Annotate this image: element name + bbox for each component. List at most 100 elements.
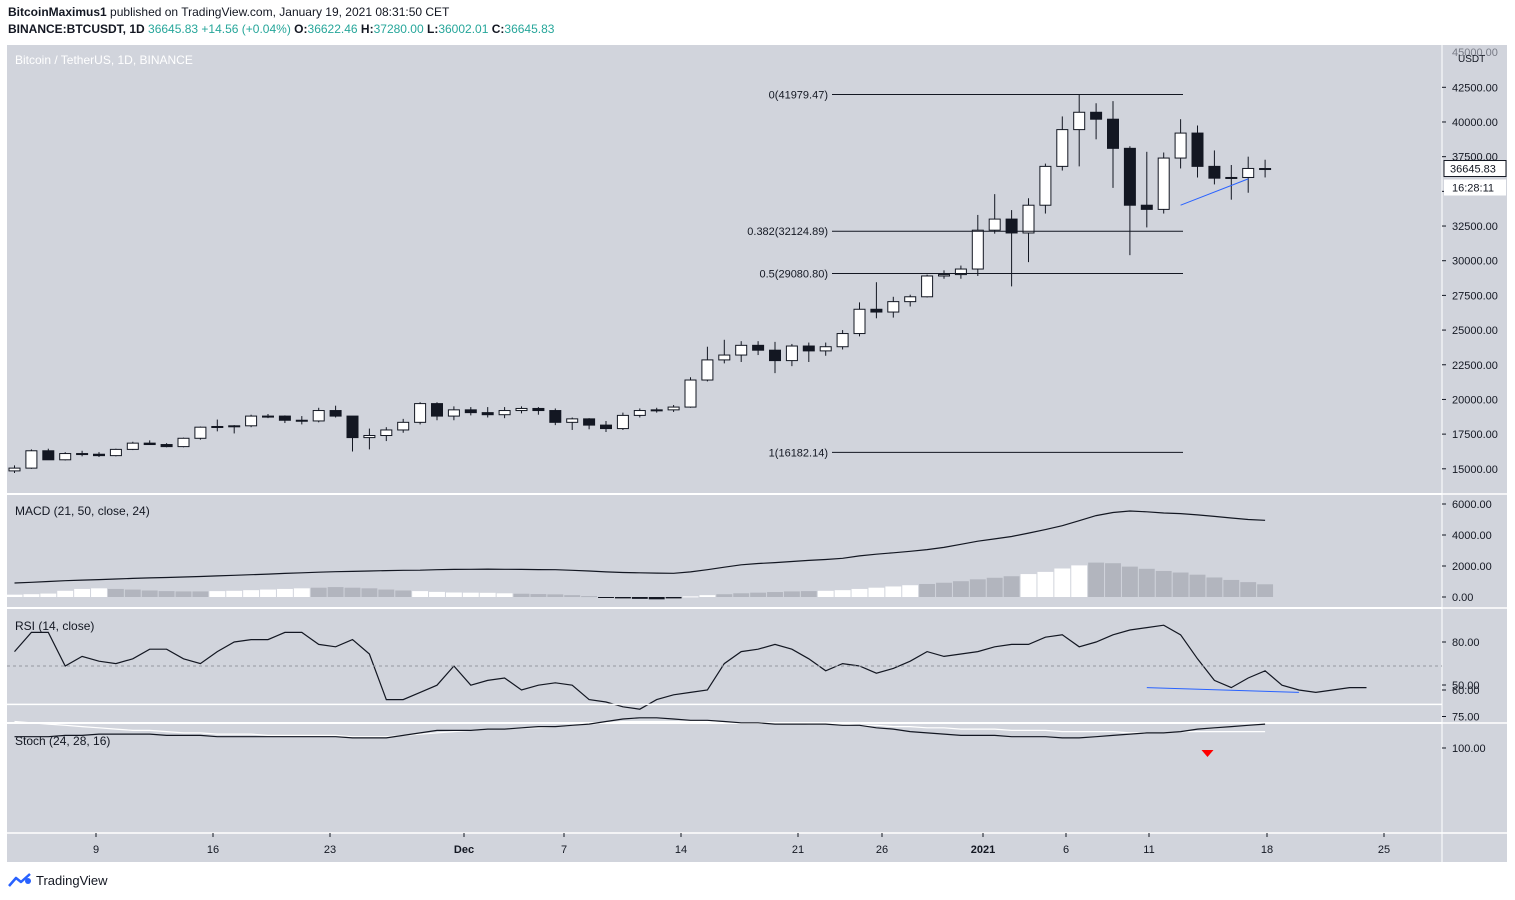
macd-histogram-bar: [614, 597, 631, 599]
macd-histogram-bar: [192, 591, 209, 597]
macd-histogram-bar: [1257, 584, 1274, 597]
published-text: published on TradingView.com, January 19…: [110, 5, 450, 19]
candle-body: [431, 403, 443, 417]
macd-histogram-bar: [598, 597, 614, 598]
ohlc-line: BINANCE:BTCUSDT, 1D 36645.83 +14.56 (+0.…: [8, 22, 554, 36]
candle-body: [380, 429, 393, 437]
candle-body: [650, 409, 663, 412]
last-price-label: 36645.83: [1450, 164, 1496, 176]
candle-body: [160, 444, 173, 448]
footer-brand[interactable]: TradingView: [36, 872, 108, 888]
candle-body: [701, 359, 714, 381]
macd-histogram-bar: [412, 591, 429, 597]
candle-body: [988, 218, 1001, 231]
high-value: 37280.00: [373, 22, 424, 36]
macd-histogram-bar: [344, 587, 361, 597]
macd-histogram-bar: [57, 590, 74, 597]
candle-body: [211, 425, 224, 428]
macd-histogram-bar: [479, 592, 496, 597]
candle-body: [633, 410, 646, 416]
macd-histogram-bar: [986, 577, 1003, 597]
macd-histogram-bar: [581, 596, 598, 598]
macd-histogram-bar: [513, 593, 530, 597]
macd-histogram-bar: [260, 589, 276, 597]
macd-histogram-bar: [1189, 574, 1206, 597]
time-axis-area: [7, 833, 1507, 862]
candle-body: [397, 421, 410, 431]
author-name[interactable]: BitcoinMaximus1: [8, 5, 107, 19]
macd-histogram-bar: [1240, 582, 1257, 597]
macd-histogram-bar: [564, 595, 581, 597]
macd-tick-label: 6000.00: [1452, 499, 1492, 511]
macd-histogram-bar: [1054, 568, 1071, 597]
macd-histogram-bar: [885, 586, 902, 597]
macd-histogram-bar: [175, 591, 192, 597]
candle-body: [1056, 129, 1069, 167]
price-panel: [7, 45, 1442, 493]
macd-histogram-bar: [310, 587, 327, 597]
macd-histogram-bar: [868, 587, 885, 597]
time-tick-label: 11: [1143, 844, 1154, 856]
price-change: +14.56 (+0.04%): [201, 22, 291, 36]
macd-histogram-bar: [395, 590, 412, 597]
macd-tick-label: 4000.00: [1452, 530, 1492, 542]
candle-body: [1157, 157, 1170, 210]
macd-histogram-bar: [1088, 562, 1105, 597]
candle-body: [42, 450, 55, 461]
candle-body: [954, 268, 967, 276]
rsi-tick-label: 80.00: [1452, 637, 1480, 649]
macd-histogram-bar: [969, 579, 986, 597]
rsi-line: [14, 624, 1367, 710]
fib-level-label: 0.382(32124.89): [747, 226, 828, 238]
candle-body: [498, 410, 511, 416]
macd-histogram-bar: [1223, 579, 1240, 597]
candle-body: [262, 415, 274, 418]
high-label: H:: [360, 22, 374, 36]
macd-label: MACD (21, 50, close, 24): [15, 504, 150, 518]
macd-histogram-bar: [902, 585, 919, 597]
candle-body: [1073, 111, 1086, 131]
tradingview-logo-icon: [8, 873, 31, 887]
candle-body: [8, 467, 21, 472]
macd-histogram-bar: [817, 590, 834, 597]
candle-body: [938, 274, 950, 277]
rsi-tick-label: 60.00: [1452, 685, 1480, 697]
candle-body: [93, 453, 105, 457]
time-tick-label: 25: [1378, 844, 1390, 856]
candle-body: [76, 453, 89, 456]
candle-body: [887, 301, 900, 313]
candle-body: [853, 308, 866, 335]
candle-body: [735, 344, 748, 356]
macd-histogram-bar: [1121, 566, 1138, 597]
candle-body: [25, 450, 38, 469]
candle-body: [346, 415, 359, 439]
candle-body: [464, 409, 477, 414]
candle-body: [752, 344, 765, 351]
time-tick-label: 26: [876, 844, 888, 856]
candle-body: [295, 419, 308, 422]
candle-body: [566, 418, 579, 423]
price-tick-label: 32500.00: [1452, 221, 1498, 233]
candle-body: [1005, 218, 1018, 234]
stoch-panel: [7, 724, 1442, 833]
time-tick-label: 6: [1063, 844, 1069, 856]
macd-histogram-bar: [496, 593, 513, 597]
open-value: 36622.46: [307, 22, 358, 36]
time-tick-label: 21: [792, 844, 804, 856]
candle-body: [1140, 204, 1153, 210]
candle-body: [1225, 176, 1238, 179]
candle-body: [228, 425, 241, 428]
macd-histogram-bar: [462, 592, 479, 597]
macd-histogram-bar: [124, 589, 141, 597]
price-tick-label: 22500.00: [1452, 360, 1498, 372]
candle-body: [278, 415, 291, 421]
macd-histogram-bar: [547, 594, 564, 597]
macd-histogram-bar: [445, 592, 462, 597]
candle-body: [1242, 167, 1255, 178]
candle-body: [245, 415, 258, 427]
last-price-box: [1443, 160, 1507, 178]
macd-histogram-bar: [699, 595, 716, 597]
candle-body: [1191, 132, 1204, 167]
stoch-tick-label: 75.00: [1452, 712, 1480, 724]
